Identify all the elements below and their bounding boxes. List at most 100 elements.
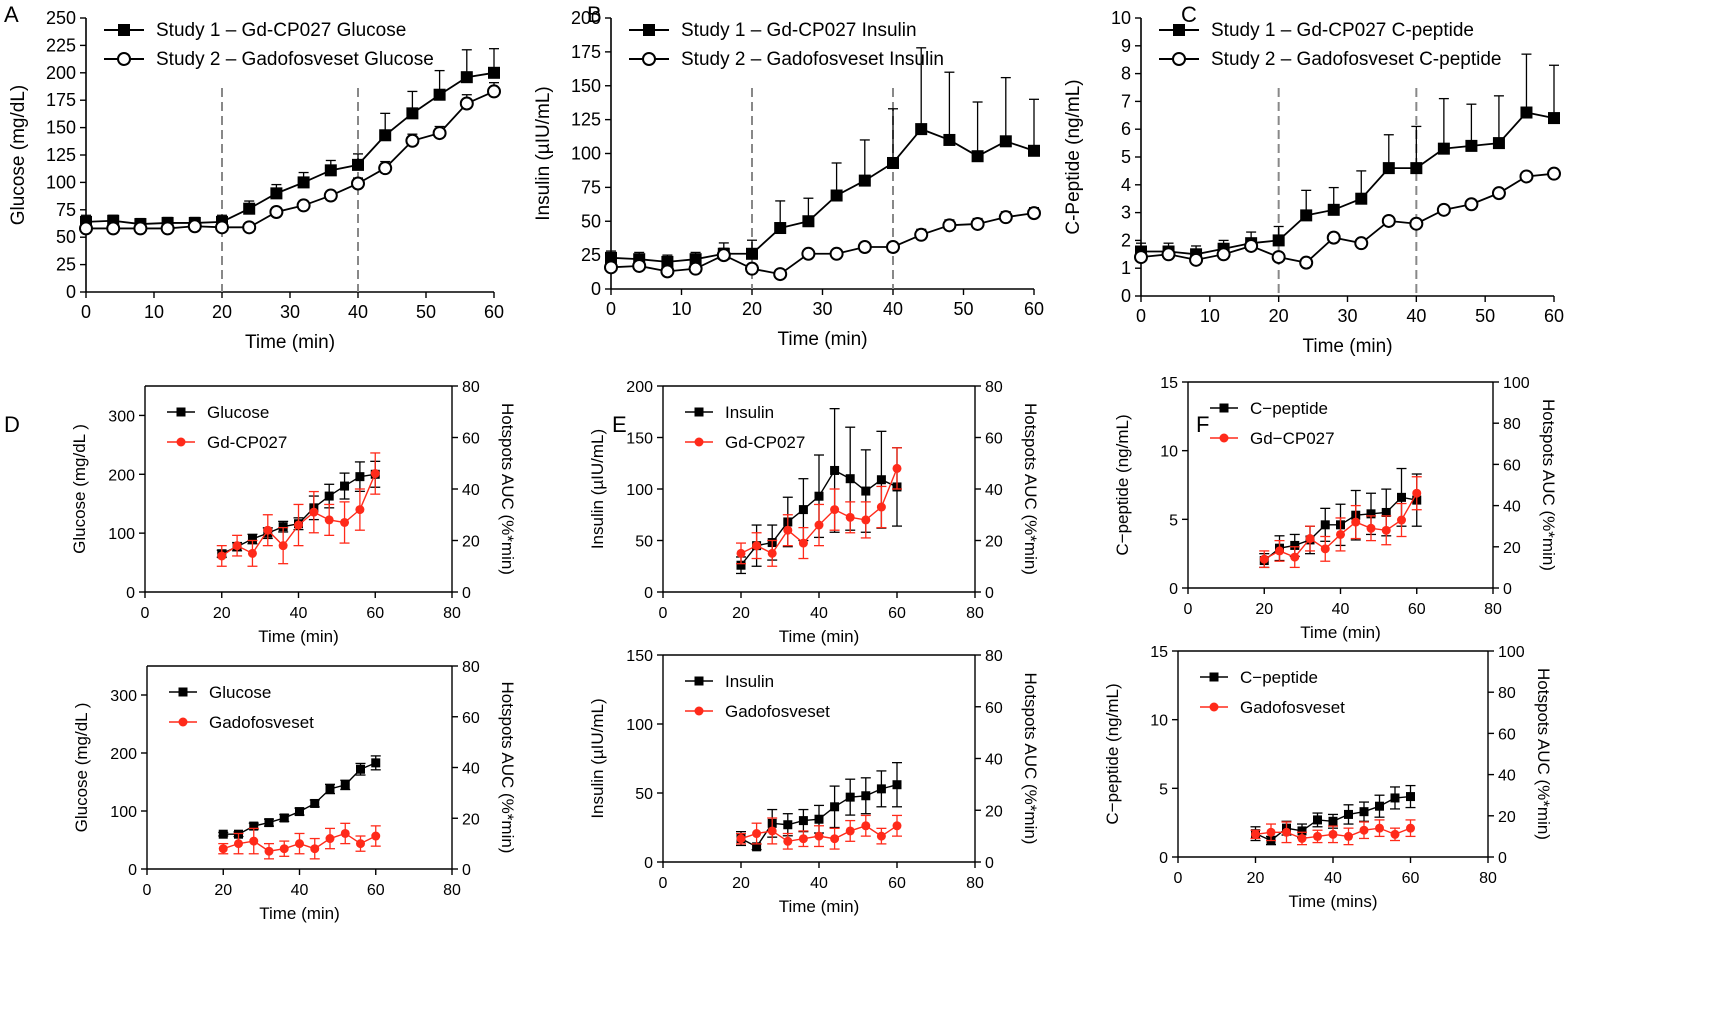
y2-tick-label: 20 <box>1498 809 1516 826</box>
x-tick-label: 50 <box>953 299 973 319</box>
data-point <box>355 472 365 482</box>
data-point <box>660 264 675 279</box>
data-point <box>247 548 257 558</box>
legend-marker <box>1209 672 1219 682</box>
y2-axis-label: Hotspots AUC (%*min) <box>1021 403 1040 575</box>
data-point <box>1297 833 1307 843</box>
data-point <box>269 204 284 219</box>
legend-marker <box>176 407 186 417</box>
y2-tick-label: 0 <box>462 585 471 602</box>
y2-tick-label: 20 <box>462 534 480 551</box>
y-axis-label: Glucose (mg/dL ) <box>70 424 89 554</box>
chart-c-c-peptide: 0 10 20 30 40 50 60 0 1 2 3 4 5 6 7 8 9 10 Time (min) C-Pep… <box>1063 8 1564 357</box>
data-point <box>1313 831 1322 841</box>
x-tick-label: 80 <box>443 882 461 899</box>
y-tick-label: 200 <box>110 746 137 763</box>
x-tick-label: 20 <box>1247 870 1265 887</box>
y-axis-label: Insulin (µIU/mL) <box>588 429 607 549</box>
series-study-2-gadofosveset-insulin-line <box>610 212 1035 276</box>
y-tick-label: 150 <box>626 431 653 448</box>
y-tick-label: 0 <box>66 282 76 302</box>
y-tick-label: 200 <box>571 8 601 28</box>
panel-letter-f: F <box>1196 412 1209 437</box>
y-axis-label: C−peptide (ng/mL) <box>1113 414 1132 555</box>
y-tick-label: 5 <box>1169 512 1178 529</box>
y2-tick-label: 80 <box>985 379 1003 396</box>
x-axis-label: Time (mins) <box>1288 892 1377 911</box>
y-tick-label: 5 <box>1121 147 1131 167</box>
data-point <box>232 541 242 551</box>
data-point <box>405 133 420 148</box>
y-axis-label: C−peptide (ng/mL) <box>1103 683 1122 824</box>
x-tick-label: 0 <box>141 605 150 622</box>
data-point <box>264 846 274 856</box>
x-tick-label: 60 <box>1024 299 1044 319</box>
data-point <box>830 834 840 844</box>
data-point <box>1344 809 1353 819</box>
data-point <box>379 129 392 142</box>
legend-marker <box>1173 24 1185 36</box>
y2-tick-label: 40 <box>462 482 480 499</box>
data-point <box>1412 488 1422 498</box>
data-point <box>488 66 500 79</box>
legend-marker <box>643 24 655 36</box>
y-tick-label: 0 <box>644 585 653 602</box>
series-study-1-gd-cp027-insulin-line <box>610 128 1035 263</box>
data-point <box>1344 831 1353 841</box>
y2-tick-label: 40 <box>985 752 1003 769</box>
x-tick-label: 0 <box>659 875 668 892</box>
x-tick-label: 10 <box>1200 306 1220 326</box>
data-point <box>861 486 871 496</box>
x-tick-label: 60 <box>1408 601 1426 618</box>
data-point <box>356 839 365 849</box>
y-tick-label: 75 <box>581 177 601 197</box>
data-point <box>1397 515 1406 525</box>
x-tick-label: 60 <box>888 605 906 622</box>
y-tick-label: 250 <box>46 8 76 28</box>
data-point <box>1244 238 1259 253</box>
legend-label: Glucose <box>207 403 269 422</box>
data-point <box>459 96 474 111</box>
y-tick-label: 100 <box>110 804 137 821</box>
data-point <box>829 246 844 261</box>
y2-tick-label: 40 <box>1498 768 1516 785</box>
y-tick-label: 300 <box>110 688 137 705</box>
x-tick-label: 30 <box>812 299 832 319</box>
y-tick-label: 15 <box>1150 644 1168 661</box>
x-tick-label: 60 <box>1544 306 1564 326</box>
x-tick-label: 50 <box>1475 306 1495 326</box>
data-point <box>1259 554 1269 564</box>
y-tick-label: 0 <box>1121 286 1131 306</box>
data-point <box>247 534 257 544</box>
data-point <box>79 221 93 236</box>
data-point <box>971 150 984 163</box>
data-point <box>798 505 808 515</box>
data-point <box>814 831 824 841</box>
data-point <box>830 802 840 812</box>
legend-label: C−peptide <box>1240 668 1318 687</box>
legend-marker <box>117 52 131 66</box>
y-tick-label: 8 <box>1121 64 1131 84</box>
data-point <box>1216 247 1231 262</box>
x-tick-label: 60 <box>888 875 906 892</box>
data-point <box>309 507 319 517</box>
x-tick-label: 0 <box>1136 306 1146 326</box>
x-tick-label: 0 <box>606 299 616 319</box>
x-tick-label: 80 <box>1484 601 1502 618</box>
y-tick-label: 125 <box>46 145 76 165</box>
data-point <box>1336 529 1345 539</box>
data-point <box>767 548 777 558</box>
data-point <box>876 475 886 485</box>
y-tick-label: 200 <box>46 63 76 83</box>
y2-axis-label: Hotspots AUC (%*min) <box>498 403 517 575</box>
data-point <box>370 469 380 479</box>
x-tick-label: 40 <box>348 302 368 322</box>
data-point <box>264 818 274 828</box>
y2-axis-label: Hotspots AUC (%*min) <box>1534 668 1553 840</box>
data-point <box>857 239 872 254</box>
y-tick-label: 15 <box>1160 375 1178 392</box>
data-point <box>1028 144 1040 157</box>
legend-marker <box>1172 52 1186 66</box>
